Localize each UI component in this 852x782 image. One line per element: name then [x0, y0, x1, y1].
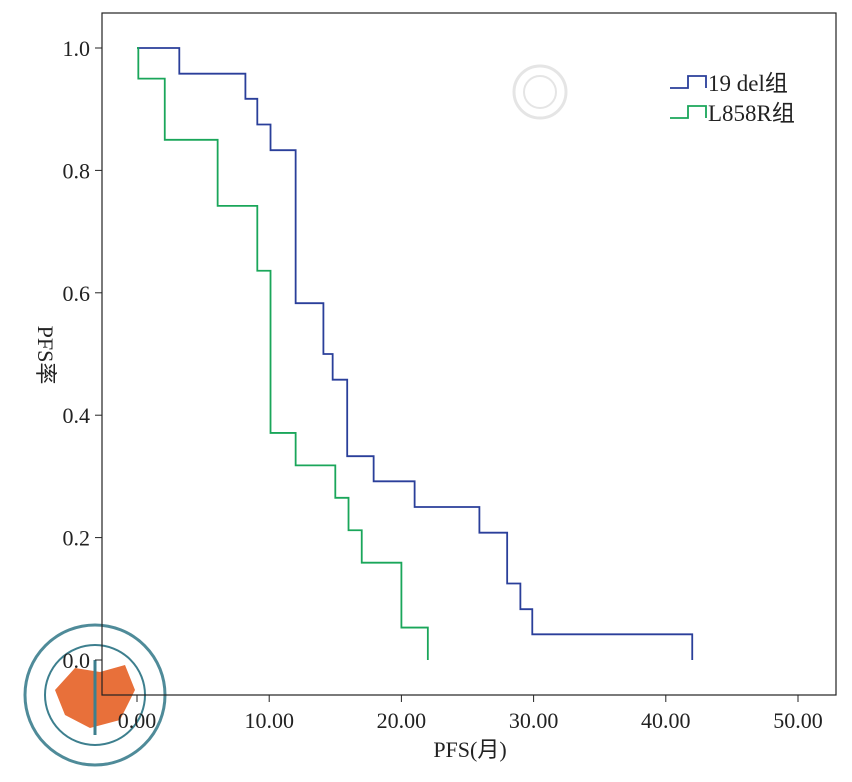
- legend-swatch: [670, 105, 707, 119]
- y-tick-label: 0.0: [63, 648, 91, 673]
- legend-label: L858R组: [708, 101, 795, 126]
- y-axis-label: PFS率: [33, 326, 58, 385]
- y-tick-label: 1.0: [63, 36, 91, 61]
- y-tick-label: 0.8: [63, 158, 91, 183]
- x-tick-label: 10.00: [244, 708, 294, 733]
- y-tick-label: 0.2: [63, 526, 91, 551]
- x-tick-label: 40.00: [641, 708, 691, 733]
- x-axis-label: PFS(月): [433, 737, 506, 762]
- series-line-0: [137, 47, 694, 660]
- x-tick-label: 0.00: [118, 708, 157, 733]
- legend-label: 19 del组: [708, 71, 788, 96]
- x-tick-label: 30.00: [509, 708, 559, 733]
- series-line-1: [137, 47, 429, 660]
- y-tick-label: 0.6: [63, 281, 91, 306]
- x-tick-label: 50.00: [773, 708, 823, 733]
- legend-swatch: [670, 75, 707, 89]
- x-tick-label: 20.00: [377, 708, 427, 733]
- y-tick-label: 0.4: [63, 403, 91, 428]
- chinese-medical-association-logo: [23, 623, 167, 767]
- watermark-seal-icon: [512, 64, 568, 120]
- plot-frame: [101, 12, 837, 696]
